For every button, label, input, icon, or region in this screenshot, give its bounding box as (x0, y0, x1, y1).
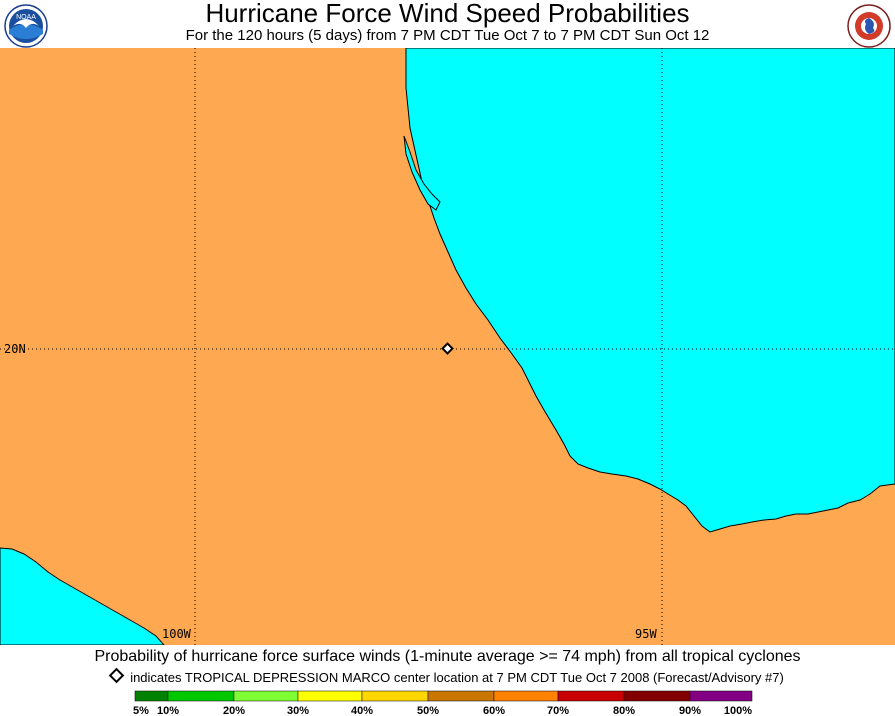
pacific-ocean (0, 547, 165, 645)
legend-tick-label: 50% (417, 705, 439, 716)
coastal-lagoon (403, 135, 441, 211)
lon-label-95w: 95W (635, 627, 657, 641)
legend-swatch (623, 690, 691, 702)
legend-tick-label: 90% (679, 705, 701, 716)
legend-tick-label: 60% (483, 705, 505, 716)
probability-legend: 5% 10% 20% 30% 40% 50% 60% 70% 80% 90% 100% (133, 690, 753, 716)
legend-tick-label: 30% (287, 705, 309, 716)
lon-label-100w: 100W (162, 627, 192, 641)
legend-tick-label: 10% (157, 705, 179, 716)
map-subtitle: For the 120 hours (5 days) from 7 PM CDT… (185, 27, 710, 44)
storm-note: indicates TROPICAL DEPRESSION MARCO cent… (0, 667, 895, 686)
legend-swatch (493, 690, 559, 702)
legend-swatch (361, 690, 429, 702)
noaa-logo-text: NOAA (16, 14, 36, 21)
diamond-icon (108, 667, 125, 684)
legend-swatch (134, 690, 169, 702)
legend-swatch (689, 690, 753, 702)
legend-swatch (427, 690, 495, 702)
map-caption: Probability of hurricane force surface w… (94, 648, 801, 665)
storm-note-text: indicates TROPICAL DEPRESSION MARCO cent… (130, 670, 784, 685)
lat-label-20n: 20N (4, 342, 26, 356)
legend-tick-label: 5% (133, 705, 149, 716)
legend-tick-label: 80% (613, 705, 635, 716)
legend-tick-label: 100% (724, 705, 752, 716)
storm-center-diamond-icon (441, 342, 454, 355)
nws-logo-icon (847, 4, 891, 48)
probability-map: 20N 100W 95W (0, 48, 895, 645)
legend-swatch (167, 690, 235, 702)
legend-swatch (233, 690, 299, 702)
legend-tick-label: 40% (351, 705, 373, 716)
noaa-logo-icon: NOAA (4, 4, 48, 48)
map-title: Hurricane Force Wind Speed Probabilities (205, 0, 690, 28)
legend-swatch (557, 690, 625, 702)
gulf-of-mexico (405, 48, 895, 533)
legend-swatch (297, 690, 363, 702)
legend-tick-label: 70% (547, 705, 569, 716)
legend-tick-label: 20% (223, 705, 245, 716)
